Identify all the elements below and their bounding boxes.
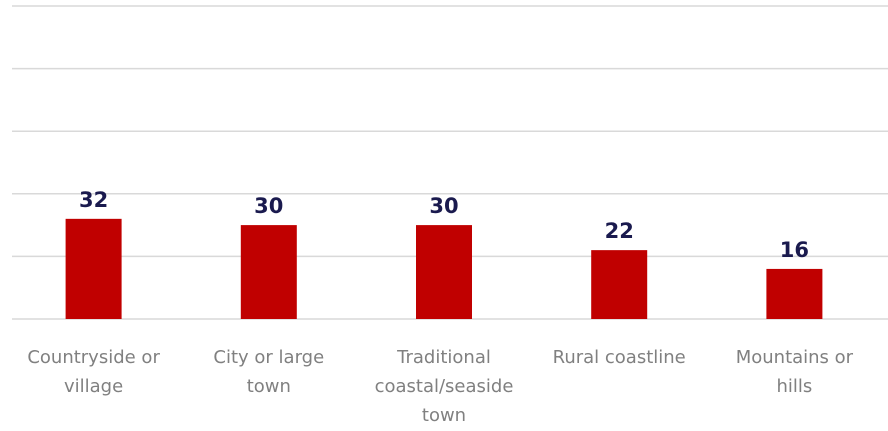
value-labels: 32 30 30 22 16 [79,188,809,262]
tick-label: Traditional coastal/seaside town [375,347,514,426]
data-label: 16 [780,238,809,262]
tick-label: Rural coastline [553,347,686,368]
bar [240,225,297,319]
tick-label-line: Countryside or [27,347,160,368]
tick-label: City or large town [213,347,324,397]
data-label: 32 [79,188,108,212]
tick-label-line: Mountains or [736,347,854,368]
bar [766,268,823,319]
data-label: 30 [254,194,283,218]
tick-label-line: Rural coastline [553,347,686,368]
bar [65,218,122,319]
tick-label-line: City or large [213,347,324,368]
tick-label-line: village [64,376,123,397]
data-label: 22 [605,219,634,243]
tick-label: Mountains or hills [736,347,854,397]
bar [591,250,648,319]
tick-label: Countryside or village [27,347,160,397]
tick-label-line: hills [777,376,813,397]
tick-label-line: coastal/seaside [375,376,514,397]
tick-label-line: town [422,405,466,426]
gridlines [12,5,888,320]
tick-label-line: Traditional [396,347,491,368]
data-label: 30 [429,194,458,218]
bar [416,225,472,319]
tick-label-line: town [247,376,291,397]
bars [65,218,823,319]
